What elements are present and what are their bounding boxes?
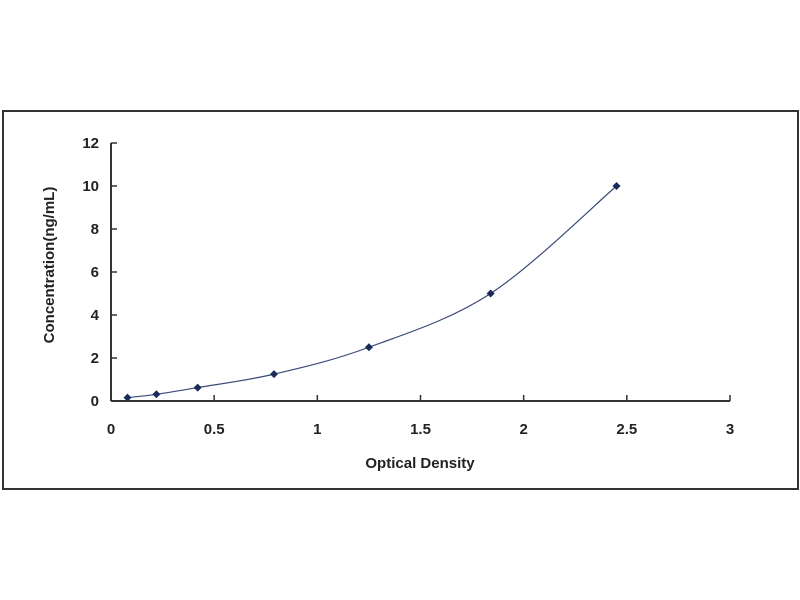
data-point <box>486 289 495 298</box>
x-tick-label: 1.5 <box>410 421 431 438</box>
y-tick-label: 6 <box>91 264 99 281</box>
plot-area <box>123 182 621 402</box>
y-tick-label: 4 <box>91 307 100 324</box>
y-tick-label: 0 <box>91 393 99 410</box>
data-point <box>193 383 202 392</box>
x-tick-label: 2.5 <box>616 421 637 438</box>
data-point <box>123 393 132 402</box>
chart-frame <box>2 110 799 490</box>
data-point <box>364 343 373 352</box>
y-tick-label: 10 <box>82 178 99 195</box>
fit-curve <box>127 185 617 399</box>
x-tick-label: 3 <box>726 421 734 438</box>
axes <box>110 142 731 402</box>
y-tick-label: 12 <box>82 135 99 152</box>
y-axis-label: Concentration(ng/mL) <box>41 187 58 344</box>
x-tick-label: 0.5 <box>204 421 225 438</box>
x-tick-label: 2 <box>519 421 527 438</box>
data-point <box>270 370 279 379</box>
tick-labels: 0 0.5 1 1.5 2 2.5 3 0 2 4 6 8 10 12 <box>82 135 734 438</box>
y-tick-label: 8 <box>91 221 99 238</box>
x-axis-label: Optical Density <box>365 455 475 472</box>
data-point <box>152 390 161 399</box>
data-point <box>612 182 621 190</box>
x-tick-label: 1 <box>313 421 321 438</box>
y-tick-label: 2 <box>91 350 99 367</box>
x-tick-label: 0 <box>107 421 115 438</box>
